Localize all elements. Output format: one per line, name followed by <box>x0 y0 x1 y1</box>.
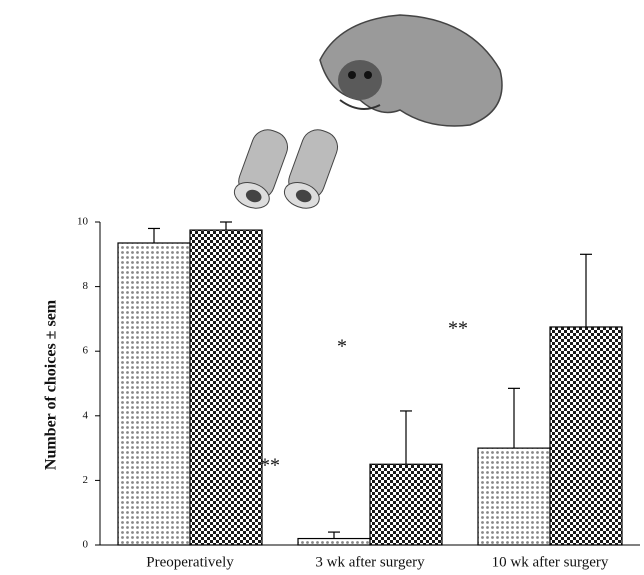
y-axis-label: Number of choices ± sem <box>43 299 60 470</box>
bar <box>369 463 443 546</box>
significance-marker: * <box>337 336 347 358</box>
monkey-illustration <box>233 14 503 209</box>
bar <box>549 326 623 546</box>
x-tick-label: Preoperatively <box>146 554 234 570</box>
y-tick-label: 4 <box>83 409 89 421</box>
y-tick-label: 6 <box>83 345 89 357</box>
significance-marker: ** <box>448 318 468 340</box>
x-tick-label: 3 wk after surgery <box>315 554 425 570</box>
bar <box>189 229 263 546</box>
x-tick-label: 10 wk after surgery <box>492 554 609 570</box>
y-tick-label: 8 <box>83 280 89 292</box>
y-tick-label: 2 <box>83 474 89 486</box>
bar <box>477 447 551 546</box>
y-tick-label: 10 <box>77 216 89 228</box>
bar <box>297 537 371 546</box>
y-tick-label: 0 <box>83 539 89 551</box>
significance-marker: ** <box>260 455 280 477</box>
bar <box>117 242 191 546</box>
